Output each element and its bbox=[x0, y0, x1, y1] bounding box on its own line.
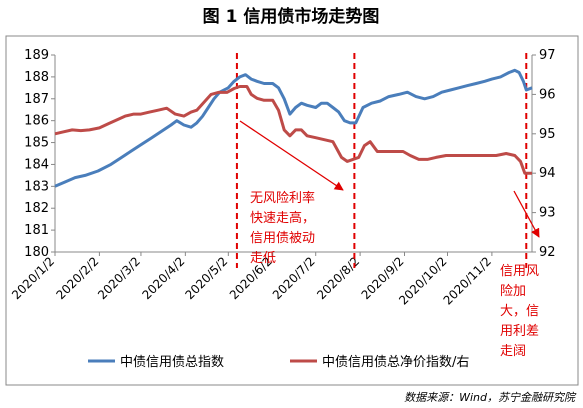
annotation-2-line: 走阔 bbox=[500, 344, 526, 359]
series-layer bbox=[54, 68, 533, 188]
left-axis-ticks: 180 181 182 183 184 185 186 187 188 189 bbox=[24, 48, 55, 260]
annotation-2-line: 险加 bbox=[500, 284, 526, 299]
left-tick-label: 186 bbox=[24, 114, 49, 129]
right-tick-label: 97 bbox=[539, 48, 556, 63]
chart-title: 图 1 信用债市场走势图 bbox=[203, 6, 380, 27]
annotation-arrow-1 bbox=[239, 120, 344, 191]
right-tick-label: 95 bbox=[539, 127, 556, 142]
left-tick-label: 185 bbox=[24, 136, 49, 151]
legend: 中债信用债总指数 中债信用债总净价指数/右 bbox=[88, 355, 469, 370]
annotation-1: 无风险利率 快速走高， 信用债被动 走低 bbox=[250, 190, 315, 266]
x-tick-label: 2020/3/2 bbox=[95, 254, 143, 302]
annotation-1-line: 快速走高， bbox=[250, 210, 315, 226]
legend-label-left: 中债信用债总指数 bbox=[120, 355, 224, 370]
x-tick-label: 2020/7/2 bbox=[270, 254, 318, 302]
annotation-2-line: 用利差 bbox=[500, 324, 539, 339]
x-tick-label: 2020/8/2 bbox=[314, 254, 362, 302]
x-tick-label: 2020/2/2 bbox=[54, 254, 102, 302]
x-tick-label: 2020/11/2 bbox=[441, 254, 494, 307]
source-note: 数据来源：Wind，苏宁金融研究院 bbox=[404, 391, 577, 404]
left-tick-label: 183 bbox=[24, 179, 49, 194]
right-tick-label: 96 bbox=[539, 87, 556, 102]
left-tick-label: 188 bbox=[24, 70, 49, 85]
annotation-arrow-2 bbox=[513, 190, 540, 238]
annotation-2: 信用风 险加 大，信 用利差 走阔 bbox=[500, 264, 539, 359]
annotation-1-line: 走低 bbox=[250, 251, 276, 266]
annotation-2-line: 大，信 bbox=[500, 304, 539, 319]
left-tick-label: 180 bbox=[24, 245, 49, 260]
annotation-arrows bbox=[239, 120, 540, 238]
x-tick-label: 2020/1/2 bbox=[9, 254, 57, 302]
right-tick-label: 92 bbox=[539, 245, 556, 260]
left-tick-label: 181 bbox=[24, 223, 49, 238]
left-tick-label: 184 bbox=[24, 157, 49, 172]
annotation-1-line: 信用债被动 bbox=[250, 231, 315, 246]
left-tick-label: 187 bbox=[24, 92, 49, 107]
left-tick-label: 182 bbox=[24, 201, 49, 216]
legend-label-right: 中债信用债总净价指数/右 bbox=[322, 355, 469, 370]
right-tick-label: 93 bbox=[539, 206, 556, 221]
right-axis-ticks: 92 93 94 95 96 97 bbox=[532, 48, 556, 260]
x-tick-label: 2020/5/2 bbox=[182, 254, 230, 302]
series-line-net-price-index bbox=[54, 85, 532, 175]
chart-frame bbox=[5, 35, 579, 386]
series-line-total-index bbox=[54, 68, 533, 188]
left-tick-label: 189 bbox=[24, 48, 49, 63]
x-tick-label: 2020/4/2 bbox=[139, 254, 187, 302]
right-tick-label: 94 bbox=[539, 166, 556, 181]
annotation-2-line: 信用风 bbox=[500, 264, 539, 279]
annotation-1-line: 无风险利率 bbox=[250, 190, 315, 206]
